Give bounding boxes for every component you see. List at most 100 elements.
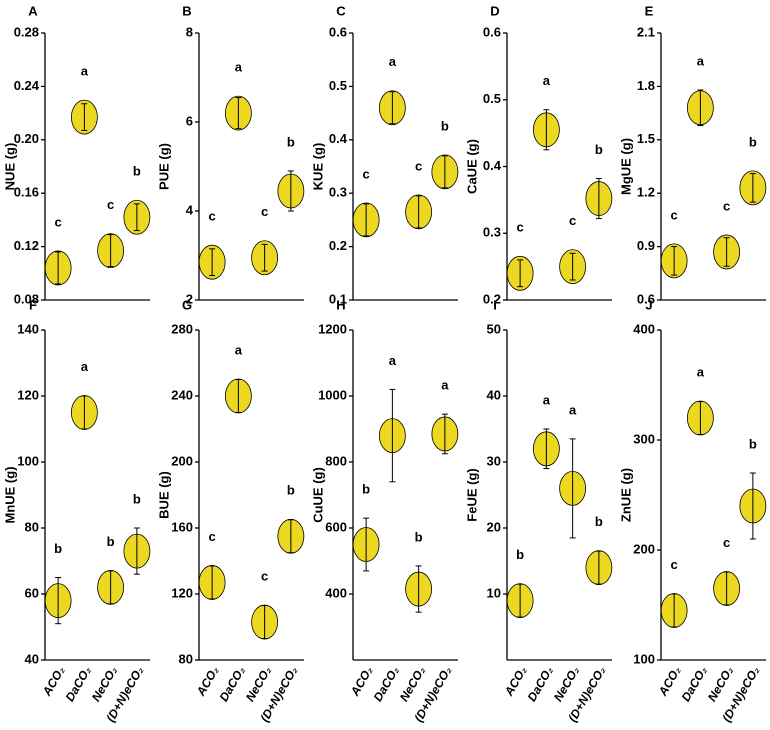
y-tick-label: 0.3: [329, 185, 347, 200]
y-axis-title: FeUE (g): [464, 468, 479, 521]
significance-letter: b: [362, 482, 370, 497]
significance-letter: a: [235, 342, 243, 357]
y-tick-label: 0.4: [483, 158, 502, 173]
y-tick-label: 1.5: [637, 131, 655, 146]
significance-letter: c: [107, 197, 114, 212]
y-tick-label: 30: [487, 453, 501, 468]
significance-letter: c: [671, 557, 678, 572]
y-tick-label: 0.3: [483, 225, 501, 240]
panel-label: F: [29, 297, 37, 312]
y-tick-label: 40: [487, 387, 501, 402]
y-axis-title: CuUE (g): [310, 467, 325, 523]
significance-letter: a: [441, 378, 449, 393]
significance-letter: b: [441, 118, 449, 133]
y-axis-title: CaUE (g): [464, 139, 479, 194]
significance-letter: b: [133, 491, 141, 506]
significance-letter: c: [55, 214, 62, 229]
y-tick-label: 400: [325, 585, 347, 600]
y-axis-title: NUE (g): [2, 143, 17, 191]
y-tick-label: 240: [171, 387, 193, 402]
significance-letter: b: [516, 547, 524, 562]
panel-label: E: [645, 3, 654, 18]
y-tick-label: 0.6: [329, 24, 347, 39]
significance-letter: b: [133, 164, 141, 179]
y-tick-label: 0.24: [14, 78, 40, 93]
y-tick-label: 100: [633, 651, 655, 666]
significance-letter: c: [261, 204, 268, 219]
panel-label: J: [645, 297, 652, 312]
significance-letter: c: [415, 158, 422, 173]
y-tick-label: 1.8: [637, 78, 655, 93]
significance-letter: b: [749, 134, 757, 149]
significance-letter: a: [389, 54, 397, 69]
y-tick-label: 0.4: [329, 131, 348, 146]
y-tick-label: 300: [633, 431, 655, 446]
y-tick-label: 80: [25, 519, 39, 534]
y-tick-label: 1200: [318, 321, 347, 336]
y-tick-label: 280: [171, 321, 193, 336]
y-tick-label: 60: [25, 585, 39, 600]
y-tick-label: 1000: [318, 387, 347, 402]
y-tick-label: 160: [171, 519, 193, 534]
y-axis-title: PUE (g): [156, 143, 171, 190]
y-axis-title: MnUE (g): [2, 466, 17, 523]
panel-label: A: [28, 3, 38, 18]
panel-label: G: [182, 297, 192, 312]
y-tick-label: 20: [487, 519, 501, 534]
significance-letter: b: [287, 483, 295, 498]
panel-label: C: [336, 3, 346, 18]
y-tick-label: 80: [179, 651, 193, 666]
y-tick-label: 200: [633, 541, 655, 556]
y-tick-label: 0.08: [14, 291, 39, 306]
y-tick-label: 200: [171, 453, 193, 468]
y-tick-label: 0.28: [14, 24, 39, 39]
significance-letter: a: [697, 364, 705, 379]
y-tick-label: 10: [487, 585, 501, 600]
significance-letter: a: [569, 402, 577, 417]
y-tick-label: 0.6: [637, 291, 655, 306]
y-tick-label: 100: [17, 453, 39, 468]
significance-letter: b: [54, 541, 62, 556]
y-tick-label: 120: [17, 387, 39, 402]
significance-letter: c: [363, 166, 370, 181]
y-tick-label: 2: [186, 291, 193, 306]
y-tick-label: 40: [25, 651, 39, 666]
y-tick-label: 800: [325, 453, 347, 468]
y-tick-label: 2.1: [637, 24, 655, 39]
significance-letter: c: [569, 213, 576, 228]
y-tick-label: 0.6: [483, 24, 501, 39]
significance-letter: b: [287, 134, 295, 149]
significance-letter: c: [723, 198, 730, 213]
y-tick-label: 4: [186, 202, 194, 217]
significance-letter: c: [209, 529, 216, 544]
y-tick-label: 1.2: [637, 185, 655, 200]
y-axis-title: BUE (g): [156, 471, 171, 519]
significance-letter: b: [595, 142, 603, 157]
y-tick-label: 600: [325, 519, 347, 534]
y-tick-label: 400: [633, 321, 655, 336]
panel-label: D: [490, 3, 499, 18]
significance-letter: a: [389, 353, 397, 368]
significance-letter: c: [671, 207, 678, 222]
y-tick-label: 0.2: [329, 238, 347, 253]
y-tick-label: 0.12: [14, 238, 39, 253]
y-tick-label: 8: [186, 24, 193, 39]
significance-letter: b: [749, 436, 757, 451]
panel-label: B: [182, 3, 191, 18]
y-tick-label: 0.20: [14, 131, 39, 146]
significance-letter: a: [543, 392, 551, 407]
significance-letter: b: [595, 514, 603, 529]
significance-letter: b: [107, 534, 115, 549]
y-axis-title: KUE (g): [310, 143, 325, 191]
significance-letter: c: [261, 568, 268, 583]
y-tick-label: 50: [487, 321, 501, 336]
y-tick-label: 6: [186, 113, 193, 128]
significance-letter: b: [415, 529, 423, 544]
y-tick-label: 0.5: [483, 91, 501, 106]
significance-letter: a: [697, 53, 705, 68]
y-tick-label: 0.16: [14, 185, 39, 200]
significance-letter: a: [235, 60, 243, 75]
significance-letter: c: [723, 535, 730, 550]
panel-label: I: [493, 297, 497, 312]
